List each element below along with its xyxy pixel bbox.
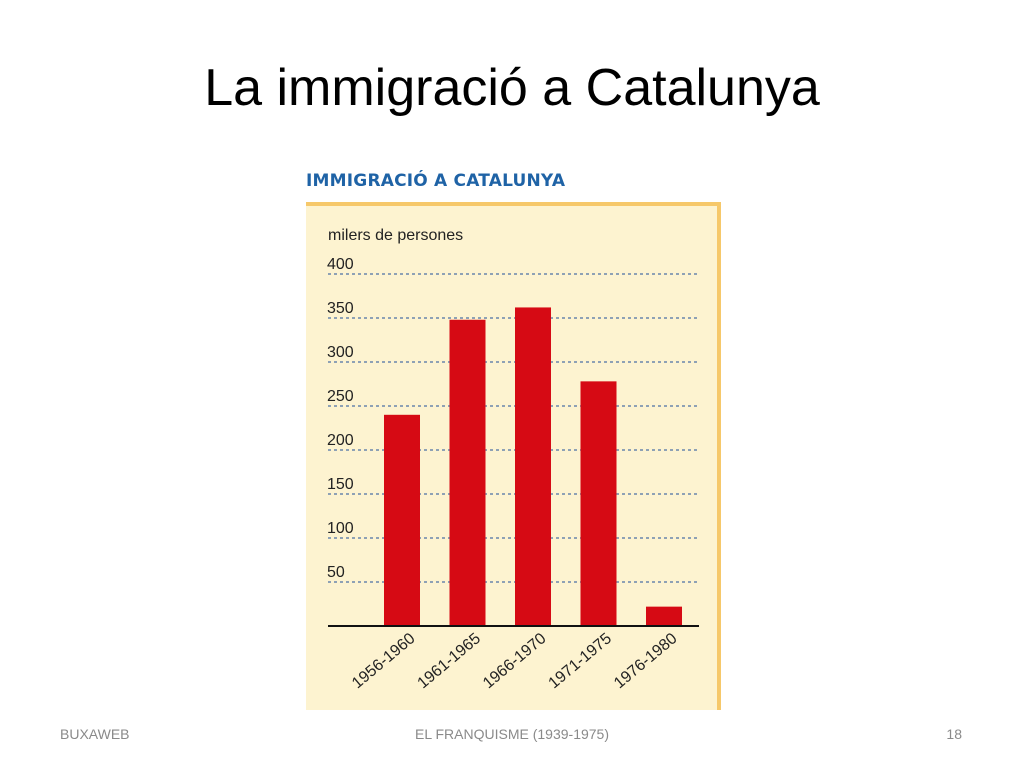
footer-author: BUXAWEB: [60, 726, 130, 742]
y-tick-label: 350: [327, 300, 354, 317]
y-tick-label: 400: [327, 256, 354, 273]
footer-course-title: EL FRANQUISME (1939-1975): [415, 726, 609, 742]
y-tick-label: 150: [327, 476, 354, 493]
x-tick-label: 1961-1965: [415, 630, 485, 692]
x-tick-label: 1971-1975: [546, 630, 616, 692]
bar-chart: milers de persones 50 100 150 200 250 300 350 40…: [327, 227, 699, 692]
bar: [449, 319, 486, 626]
y-tick-label: 200: [327, 432, 354, 449]
y-tick-label: 50: [327, 564, 345, 581]
y-tick-label: 300: [327, 344, 354, 361]
bar: [384, 414, 420, 626]
x-tick-label: 1966-1970: [480, 630, 550, 692]
bar: [515, 307, 551, 626]
y-axis-label: milers de persones: [328, 227, 463, 244]
y-tick-label: 100: [327, 520, 354, 537]
y-tick-label: 250: [327, 388, 354, 405]
x-tick-label: 1956-1960: [349, 630, 419, 692]
bar: [580, 381, 617, 626]
chart-title: IMMIGRACIÓ A CATALUNYA: [306, 171, 566, 191]
footer-slide-number: 18: [946, 726, 962, 742]
x-tick-label: 1976-1980: [611, 630, 681, 692]
bar: [646, 606, 682, 626]
slide-title: La immigració a Catalunya: [204, 59, 820, 117]
chart-panel: milers de persones 50 100 150 200 250 300 350 40…: [306, 202, 721, 710]
